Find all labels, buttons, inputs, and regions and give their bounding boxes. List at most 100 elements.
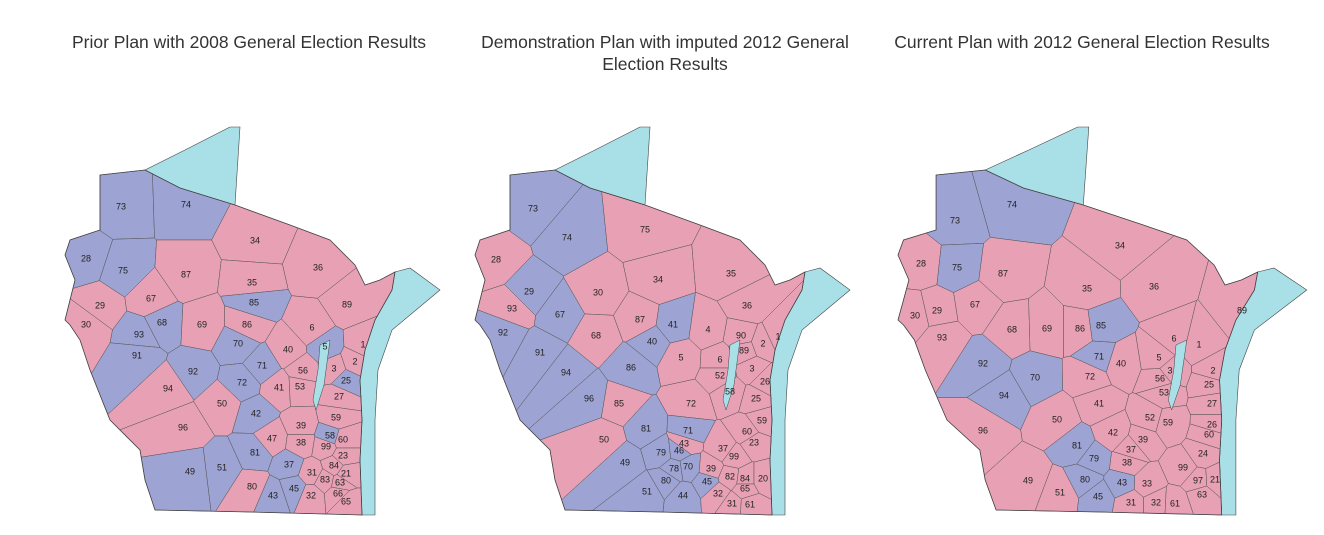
district-label: 97 bbox=[1193, 475, 1203, 485]
district-label: 6 bbox=[309, 322, 314, 332]
district-label: 58 bbox=[725, 386, 735, 396]
district-label: 52 bbox=[1145, 412, 1155, 422]
district-label: 60 bbox=[338, 434, 348, 444]
district bbox=[98, 169, 155, 240]
district-label: 60 bbox=[1204, 429, 1214, 439]
district-label: 31 bbox=[307, 467, 317, 477]
district-label: 74 bbox=[1007, 199, 1017, 209]
district-label: 72 bbox=[1085, 371, 1095, 381]
district-label: 86 bbox=[1075, 323, 1085, 333]
district-label: 63 bbox=[335, 477, 345, 487]
district bbox=[662, 480, 702, 514]
district-label: 93 bbox=[937, 332, 947, 342]
district-label: 67 bbox=[970, 299, 980, 309]
district-label: 44 bbox=[678, 490, 688, 500]
district-label: 36 bbox=[1149, 281, 1159, 291]
district-label: 23 bbox=[338, 450, 348, 460]
district-label: 89 bbox=[1237, 305, 1247, 315]
district-label: 50 bbox=[599, 434, 609, 444]
district-label: 92 bbox=[978, 358, 988, 368]
district-label: 1 bbox=[775, 331, 780, 341]
district-label: 32 bbox=[713, 488, 723, 498]
district-label: 90 bbox=[736, 330, 746, 340]
district-label: 24 bbox=[1198, 448, 1208, 458]
district-label: 1 bbox=[360, 339, 365, 349]
district-label: 35 bbox=[726, 268, 736, 278]
district-label: 40 bbox=[1116, 358, 1126, 368]
green-bay bbox=[312, 339, 331, 411]
district-label: 25 bbox=[1204, 379, 1214, 389]
district-label: 42 bbox=[251, 408, 261, 418]
district-label: 29 bbox=[95, 300, 105, 310]
district-label: 29 bbox=[932, 305, 942, 315]
district-label: 99 bbox=[1178, 462, 1188, 472]
district-label: 89 bbox=[739, 345, 749, 355]
district-label: 26 bbox=[1207, 419, 1217, 429]
district-label: 99 bbox=[321, 441, 331, 451]
district-label: 79 bbox=[656, 447, 666, 457]
district-label: 70 bbox=[683, 461, 693, 471]
district-label: 21 bbox=[1210, 474, 1220, 484]
district-label: 65 bbox=[341, 496, 351, 506]
district-label: 37 bbox=[718, 443, 728, 453]
district-label: 39 bbox=[296, 420, 306, 430]
state-outline bbox=[64, 169, 396, 516]
district-label: 92 bbox=[188, 366, 198, 376]
district-label: 50 bbox=[217, 398, 227, 408]
district-label: 2 bbox=[760, 338, 765, 348]
district-label: 20 bbox=[758, 473, 768, 483]
district-label: 69 bbox=[1042, 323, 1052, 333]
district-label: 74 bbox=[562, 232, 572, 242]
district-label: 80 bbox=[247, 481, 257, 491]
district-label: 67 bbox=[146, 293, 156, 303]
district-label: 53 bbox=[1159, 387, 1169, 397]
district-label: 59 bbox=[331, 412, 341, 422]
district-label: 37 bbox=[284, 459, 294, 469]
district-label: 72 bbox=[237, 377, 247, 387]
district-label: 78 bbox=[669, 463, 679, 473]
district-label: 73 bbox=[950, 215, 960, 225]
district-label: 85 bbox=[1096, 320, 1106, 330]
district-label: 32 bbox=[306, 490, 316, 500]
district-label: 28 bbox=[491, 254, 501, 264]
district-label: 70 bbox=[233, 338, 243, 348]
district-label: 31 bbox=[727, 498, 737, 508]
district-label: 60 bbox=[742, 426, 752, 436]
district-label: 94 bbox=[999, 390, 1009, 400]
district-label: 52 bbox=[715, 370, 725, 380]
district-label: 34 bbox=[250, 235, 260, 245]
district-label: 26 bbox=[760, 376, 770, 386]
district-label: 81 bbox=[250, 447, 260, 457]
district-label: 94 bbox=[163, 383, 173, 393]
district-label: 73 bbox=[528, 203, 538, 213]
district-label: 23 bbox=[749, 437, 759, 447]
district-label: 6 bbox=[717, 354, 722, 364]
district-label: 68 bbox=[157, 317, 167, 327]
district-label: 30 bbox=[910, 310, 920, 320]
district-label: 49 bbox=[620, 457, 630, 467]
district-label: 65 bbox=[740, 483, 750, 493]
district-label: 41 bbox=[668, 319, 678, 329]
district-label: 41 bbox=[1094, 398, 1104, 408]
map-title: Demonstration Plan with imputed 2012 Gen… bbox=[481, 32, 849, 74]
district-label: 3 bbox=[749, 363, 754, 373]
district-label: 75 bbox=[952, 262, 962, 272]
district-label: 51 bbox=[1055, 487, 1065, 497]
district-label: 59 bbox=[1163, 417, 1173, 427]
district-label: 70 bbox=[1030, 372, 1040, 382]
district-label: 4 bbox=[705, 324, 710, 334]
district-label: 43 bbox=[1117, 477, 1127, 487]
district-label: 36 bbox=[313, 262, 323, 272]
district-label: 81 bbox=[1072, 440, 1082, 450]
district-label: 75 bbox=[118, 265, 128, 275]
district-label: 85 bbox=[614, 398, 624, 408]
district-label: 87 bbox=[635, 314, 645, 324]
district-label: 41 bbox=[274, 382, 284, 392]
district-label: 2 bbox=[1210, 365, 1215, 375]
district-label: 46 bbox=[674, 445, 684, 455]
district-label: 37 bbox=[1126, 444, 1136, 454]
district-label: 68 bbox=[591, 330, 601, 340]
district-label: 28 bbox=[81, 253, 91, 263]
